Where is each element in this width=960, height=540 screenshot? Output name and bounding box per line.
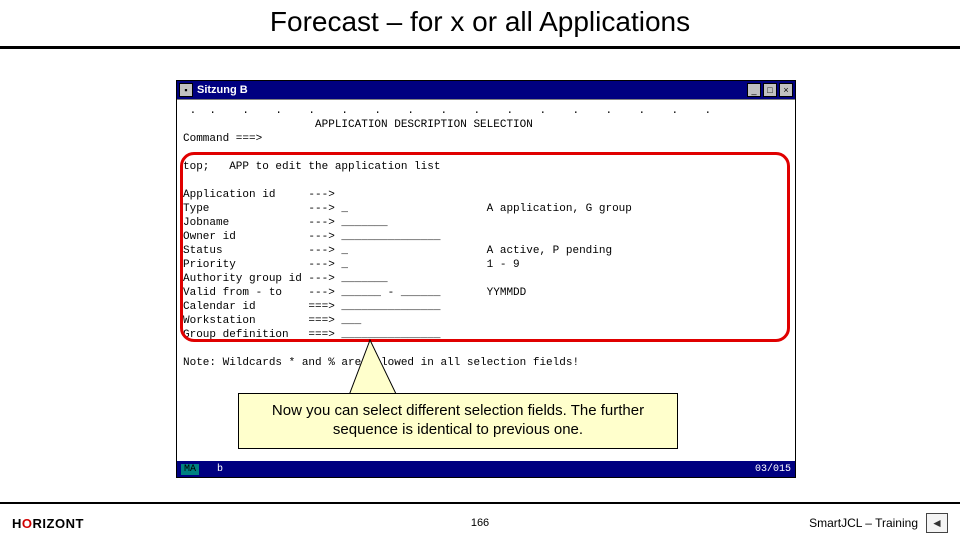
window-title: Sitzung B bbox=[197, 84, 747, 96]
callout-text: Now you can select different selection f… bbox=[272, 402, 644, 438]
close-button[interactable]: × bbox=[779, 83, 793, 97]
page-title: Forecast – for x or all Applications bbox=[0, 6, 960, 38]
window-statusbar: MA b 03/015 bbox=[177, 461, 795, 477]
terminal-content: . . . . . . . . . . . . . . . . . APPLIC… bbox=[177, 100, 795, 374]
minimize-button[interactable]: _ bbox=[747, 83, 761, 97]
brand: HORIZONT bbox=[12, 516, 84, 531]
window-controls: _ □ × bbox=[747, 83, 793, 97]
window-titlebar: ▪ Sitzung B _ □ × bbox=[177, 81, 795, 99]
page-number: 166 bbox=[471, 517, 489, 529]
app-icon: ▪ bbox=[179, 83, 193, 97]
slide: Forecast – for x or all Applications ▪ S… bbox=[0, 0, 960, 540]
product-label: SmartJCL – Training bbox=[809, 516, 918, 530]
footer: HORIZONT 166 SmartJCL – Training ◄ bbox=[0, 506, 960, 540]
status-left: MA bbox=[181, 464, 199, 475]
title-rule bbox=[0, 46, 960, 49]
brand-o: O bbox=[22, 516, 33, 531]
brand-pre: H bbox=[12, 516, 22, 531]
status-mid: b bbox=[217, 464, 223, 475]
callout: Now you can select different selection f… bbox=[238, 393, 678, 449]
maximize-button[interactable]: □ bbox=[763, 83, 777, 97]
status-right: 03/015 bbox=[755, 464, 791, 475]
brand-post: RIZONT bbox=[33, 516, 84, 531]
prev-button[interactable]: ◄ bbox=[926, 513, 948, 533]
footer-rule bbox=[0, 502, 960, 504]
